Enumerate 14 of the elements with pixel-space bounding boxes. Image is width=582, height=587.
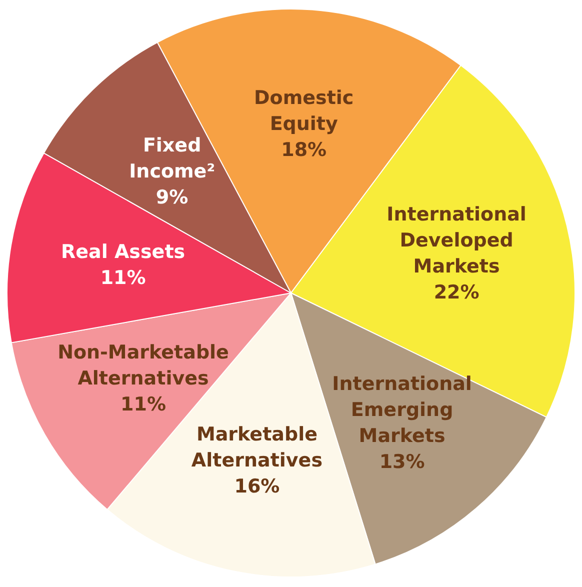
data-label: 13% bbox=[379, 450, 425, 473]
data-label: 18% bbox=[281, 138, 327, 161]
slice-label: Non-Marketable Alternatives bbox=[58, 342, 229, 390]
slice-label: Real Assets bbox=[61, 240, 186, 263]
data-label: 16% bbox=[234, 476, 280, 498]
slice-label: International Developed Markets bbox=[386, 203, 526, 278]
data-label: 11% bbox=[120, 394, 166, 416]
slice-label: International Emerging Markets bbox=[332, 372, 472, 447]
slice-label: Marketable Alternatives bbox=[191, 424, 322, 472]
data-label: 22% bbox=[434, 281, 480, 304]
slice-label: Fixed Income² bbox=[129, 134, 216, 183]
data-label: 9% bbox=[156, 186, 188, 209]
data-label: 11% bbox=[100, 266, 146, 289]
slice-label: Domestic Equity bbox=[254, 86, 354, 135]
